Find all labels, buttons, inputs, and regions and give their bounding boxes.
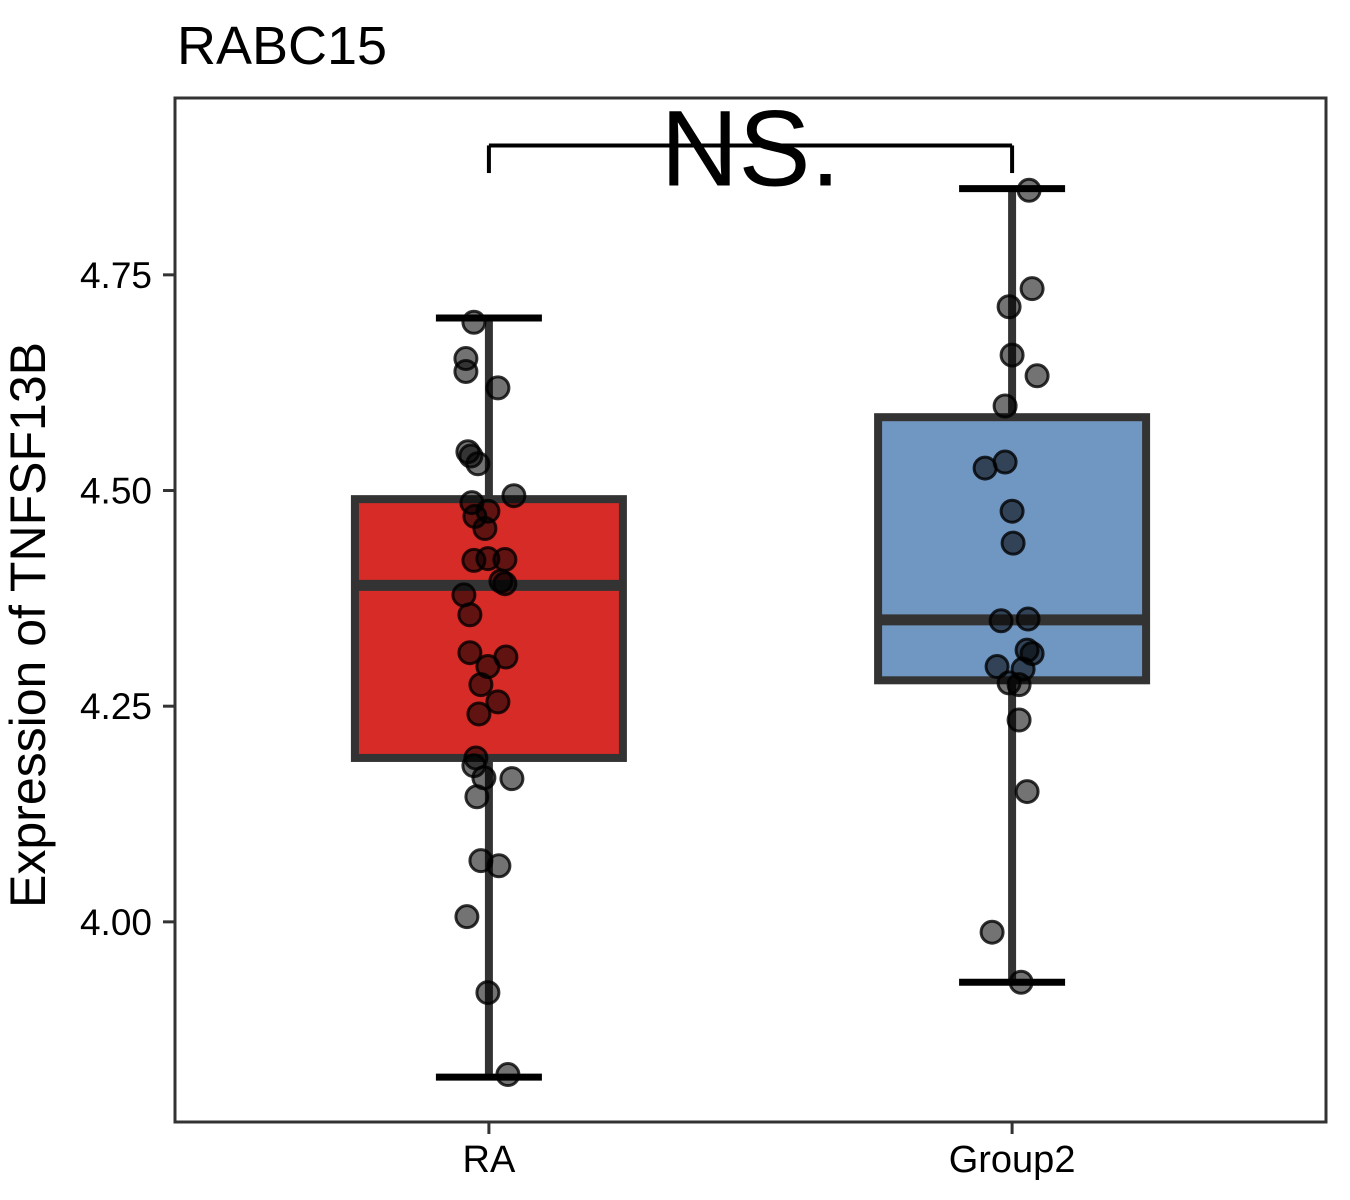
- jitter-point: [979, 919, 1005, 945]
- y-tick-label: 4.25: [80, 686, 152, 727]
- jitter-point: [499, 766, 525, 792]
- jitter-point: [996, 294, 1022, 320]
- y-axis-label: Expression of TNFSF13B: [0, 342, 56, 908]
- jitter-point: [1019, 276, 1045, 302]
- jitter-point: [461, 309, 487, 335]
- jitter-point: [1006, 707, 1032, 733]
- jitter-point: [454, 904, 480, 930]
- jitter-point: [457, 602, 483, 628]
- jitter-point: [457, 640, 483, 666]
- jitter-point: [486, 853, 512, 879]
- x-category-label: RA: [463, 1139, 516, 1181]
- jitter-point: [465, 451, 491, 477]
- jitter-point: [984, 654, 1010, 680]
- jitter-point: [1015, 606, 1041, 632]
- x-category-label: Group2: [949, 1139, 1076, 1181]
- jitter-point: [999, 498, 1025, 524]
- jitter-point: [485, 689, 511, 715]
- jitter-point: [472, 515, 498, 541]
- y-tick-label: 4.75: [80, 255, 152, 296]
- jitter-point: [453, 358, 479, 384]
- jitter-point: [492, 571, 518, 597]
- jitter-point: [461, 547, 487, 573]
- jitter-point: [999, 342, 1025, 368]
- plot-panel: [173, 96, 1328, 1124]
- y-tick-label: 4.00: [80, 902, 152, 943]
- jitter-point: [485, 375, 511, 401]
- jitter-point: [1006, 672, 1032, 698]
- y-tick-label: 4.50: [80, 471, 152, 512]
- chart-title: RABC15: [177, 16, 387, 76]
- jitter-point: [1014, 779, 1040, 805]
- significance-label: NS.: [660, 87, 840, 208]
- jitter-point: [1008, 969, 1034, 995]
- jitter-point: [468, 672, 494, 698]
- jitter-point: [1016, 177, 1042, 203]
- jitter-point: [1024, 363, 1050, 389]
- jitter-point: [992, 393, 1018, 419]
- jitter-point: [1000, 530, 1026, 556]
- jitter-point: [495, 1062, 521, 1088]
- jitter-point: [464, 784, 490, 810]
- jitter-point: [501, 483, 527, 509]
- jitter-point: [988, 608, 1014, 634]
- jitter-point: [466, 701, 492, 727]
- jitter-point: [492, 547, 518, 573]
- jitter-point: [475, 980, 501, 1006]
- jitter-point: [972, 455, 998, 481]
